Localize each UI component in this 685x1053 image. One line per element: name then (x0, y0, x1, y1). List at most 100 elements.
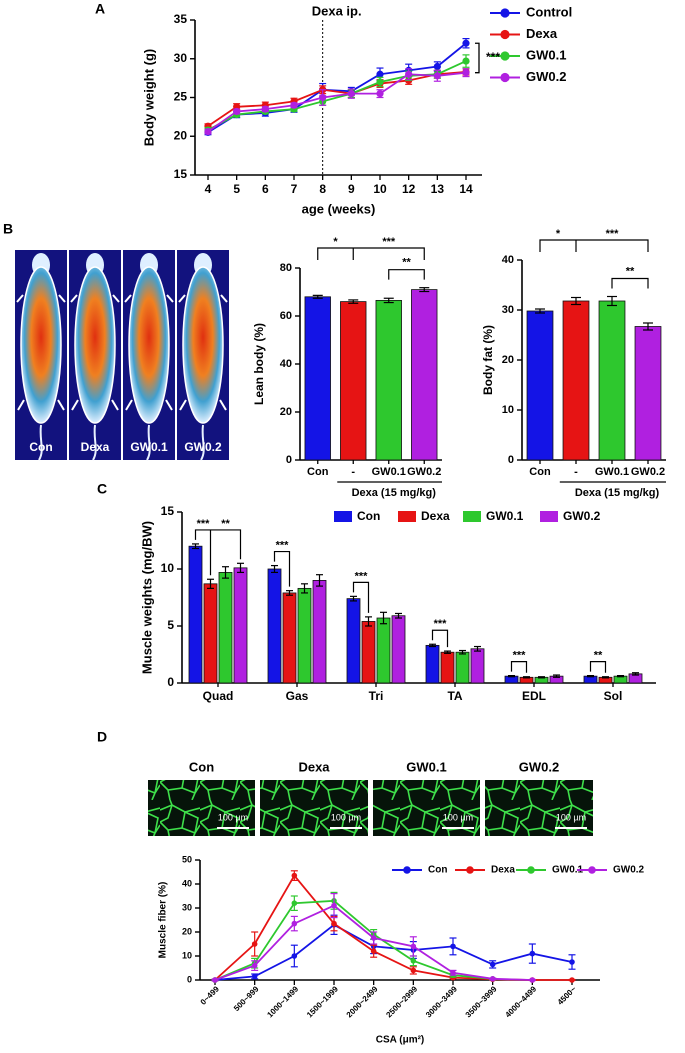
x-tick-label: 7 (291, 182, 298, 196)
error-bar (192, 543, 199, 550)
y-tick-label: 5 (167, 618, 174, 632)
bar (267, 568, 282, 684)
error-bar (286, 590, 293, 596)
point (376, 78, 384, 86)
series-line (207, 71, 467, 133)
bar (425, 644, 440, 684)
mouse-label: GW0.2 (184, 440, 222, 454)
significance-bracket (273, 550, 291, 587)
x-tick-label: GW0.1 (372, 466, 406, 478)
x-tick-label: 6 (262, 182, 269, 196)
x-tick-label: GW0.1 (595, 466, 629, 478)
series-line (214, 923, 573, 981)
point (291, 872, 298, 879)
significance-bracket (611, 277, 649, 289)
x-tick-label: GW0.2 (407, 466, 441, 478)
y-tick-label: 0 (508, 454, 514, 466)
bar (470, 648, 485, 684)
bar (346, 598, 361, 684)
significance-bracket (539, 239, 649, 252)
bar (188, 545, 203, 684)
error-bar (602, 676, 609, 679)
legend-marker (466, 866, 474, 874)
x-tick-label: 9 (348, 182, 355, 196)
y-tick-label: 20 (502, 354, 514, 366)
error-bar (553, 674, 560, 678)
error-bar (617, 674, 624, 678)
y-tick-label: 40 (502, 254, 514, 266)
x-tick-label: 2500~2999 (384, 984, 419, 1019)
point (347, 90, 355, 98)
mouse-label: GW0.1 (130, 440, 168, 454)
error-bar (237, 562, 244, 574)
error-bar (474, 645, 481, 652)
significance-label: * (556, 228, 561, 240)
significance-bracket (431, 629, 449, 648)
point (370, 948, 377, 954)
micrographs (148, 780, 593, 836)
series-line (207, 42, 467, 134)
legend-marker (500, 51, 510, 61)
point (433, 72, 441, 80)
point (331, 902, 337, 909)
error-bar (207, 578, 214, 589)
point (410, 943, 417, 950)
point (204, 128, 212, 136)
group-label: Dexa (15 mg/kg) (352, 487, 437, 499)
bar (455, 651, 470, 684)
error-bar (587, 674, 594, 678)
bar (598, 300, 626, 461)
scale-bar-label: 100 µm (443, 812, 473, 822)
error-bar (643, 322, 653, 331)
legend-label: Con (357, 509, 380, 523)
error-bar (607, 295, 617, 307)
point (233, 107, 241, 116)
error-bar (301, 583, 308, 594)
error-bar (459, 649, 466, 655)
mouse-label: Dexa (81, 440, 110, 454)
bar (375, 299, 402, 461)
bar (304, 296, 331, 461)
point (376, 70, 384, 78)
x-tick-label: 3500~3999 (464, 984, 499, 1019)
y-tick-label: 80 (280, 262, 292, 274)
point (370, 935, 377, 941)
significance-label: *** (434, 618, 448, 630)
y-tick-label: 15 (174, 167, 188, 181)
y-tick-label: 0 (167, 675, 174, 689)
error-bar (380, 611, 387, 625)
panel-label: C (97, 481, 107, 497)
bar (391, 615, 406, 684)
x-tick-label: 500~999 (232, 984, 261, 1013)
legend-label: GW0.1 (552, 865, 584, 876)
bar (218, 572, 233, 684)
error-bar (429, 643, 436, 648)
significance-bracket (475, 42, 480, 74)
error-bar (312, 294, 323, 299)
point (261, 105, 269, 113)
significance-label: ** (402, 257, 411, 269)
bar (340, 301, 367, 461)
y-axis-title: Body weight (g) (141, 49, 156, 147)
point (529, 950, 536, 957)
legend-marker (500, 72, 510, 83)
series-line (207, 71, 467, 127)
significance-label: *** (355, 570, 369, 582)
legend-marker (500, 29, 510, 40)
error-bar (535, 308, 545, 314)
error-bar (508, 674, 515, 678)
x-tick-label: Quad (203, 689, 234, 703)
bar (526, 310, 554, 461)
significance-label: ** (221, 518, 230, 530)
error-bar (222, 566, 229, 579)
error-bar (271, 564, 278, 574)
significance-label: *** (486, 50, 500, 64)
annotation: Dexa ip. (312, 3, 362, 18)
series-line (214, 899, 493, 981)
scale-bar-label: 100 µm (218, 812, 248, 822)
error-bar (383, 297, 394, 304)
significance-label: *** (197, 518, 211, 530)
x-tick-label: GW0.2 (631, 466, 665, 478)
x-tick-label: Sol (604, 689, 623, 703)
x-tick-label: 3000~3499 (424, 984, 459, 1019)
